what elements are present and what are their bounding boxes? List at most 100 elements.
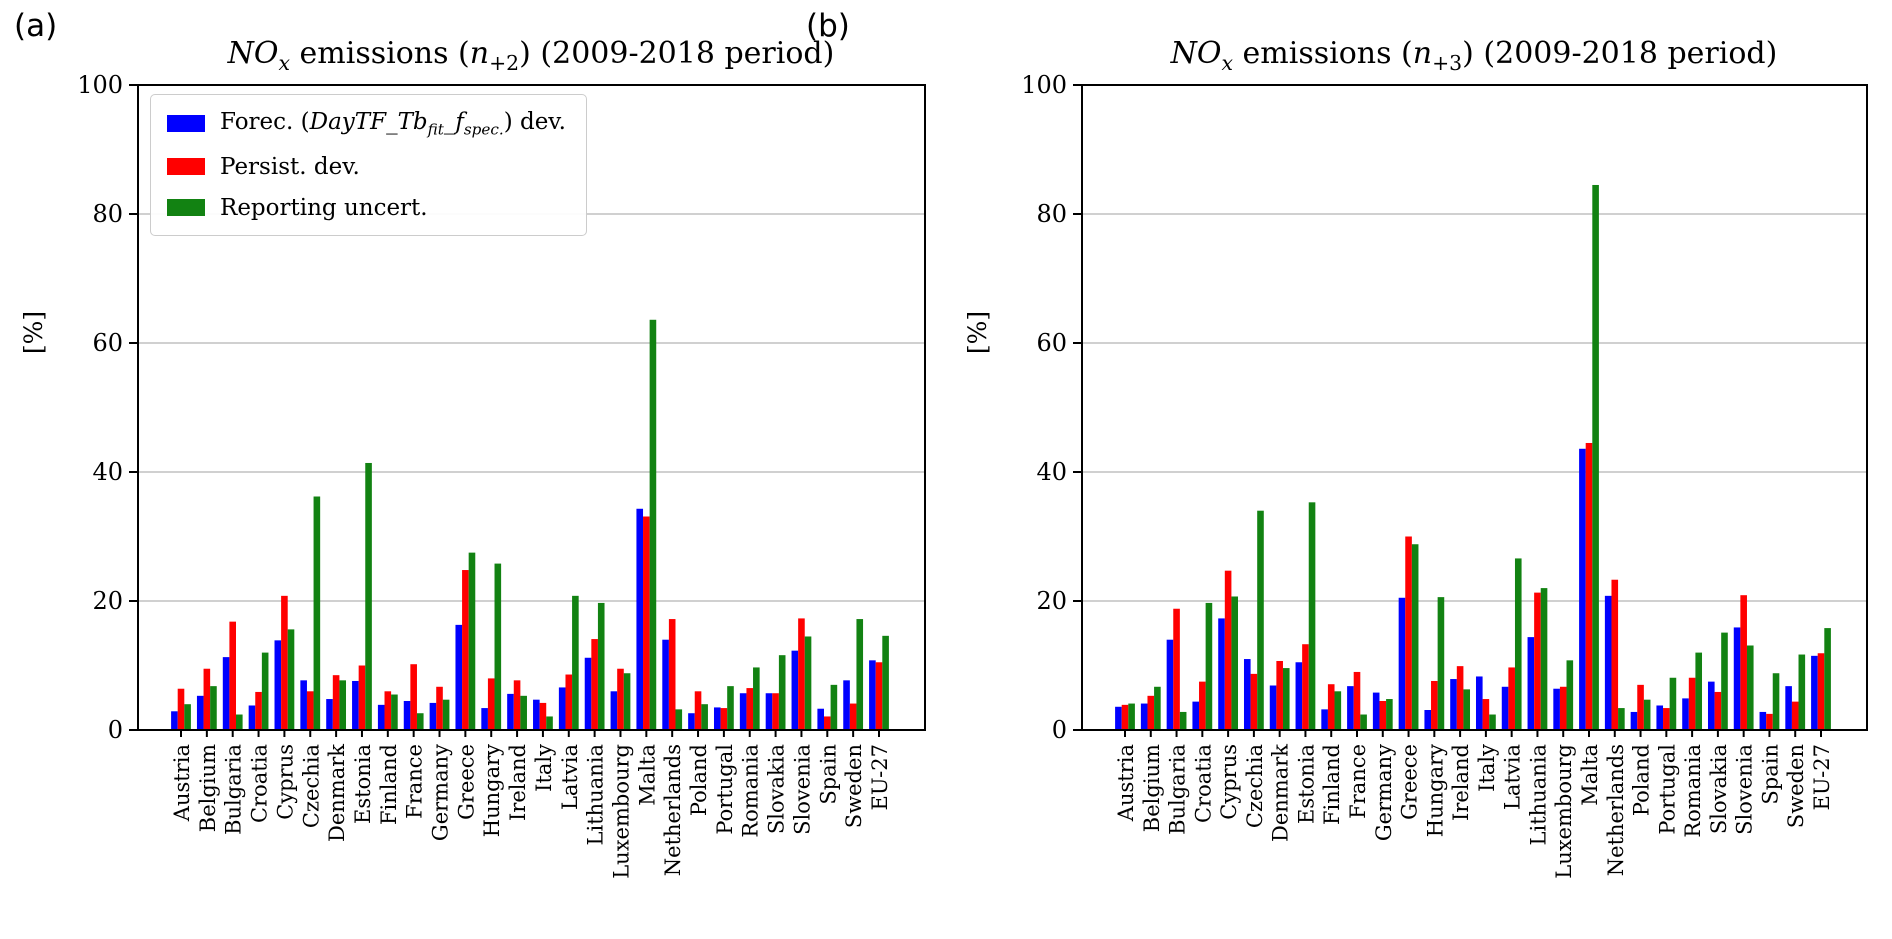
- bar-reporting-Portugal: [1669, 677, 1677, 730]
- bar-forecast-Latvia: [1501, 686, 1509, 730]
- bar-persistence-Malta: [643, 516, 650, 730]
- bar-forecast-France: [1347, 686, 1354, 730]
- panel-a-title: NOx emissions (n+2) (2009-2018 period): [227, 36, 835, 75]
- bar-forecast-Luxembourg: [610, 691, 618, 730]
- x-tick-label-Belgium: Belgium: [1140, 744, 1164, 832]
- reporting-swatch-icon: [167, 199, 205, 217]
- persistence-swatch-icon: [167, 158, 205, 176]
- bar-reporting-EU-27: [882, 635, 889, 730]
- y-tick-label: 80: [92, 200, 123, 228]
- bar-reporting-Estonia: [1308, 502, 1316, 730]
- bar-reporting-Sweden: [856, 619, 864, 730]
- panel-b-ylabel: [%]: [963, 310, 993, 355]
- x-tick-label-Ireland: Ireland: [1449, 744, 1473, 821]
- bar-forecast-EU-27: [869, 660, 876, 730]
- bar-forecast-Malta: [1579, 448, 1586, 730]
- bars-forecast: [1115, 448, 1818, 731]
- bar-reporting-Estonia: [365, 462, 372, 730]
- legend-label-reporting: Reporting uncert.: [220, 194, 428, 221]
- bar-persistence-Czechia: [306, 691, 314, 730]
- panel-b-title: NOx emissions (n+3) (2009-2018 period): [1170, 36, 1778, 75]
- legend-label-persistence: Persist. dev.: [220, 153, 360, 180]
- x-tick-label-Netherlands: Netherlands: [1604, 744, 1628, 876]
- bar-persistence-France: [1353, 671, 1361, 730]
- x-tick-label-Belgium: Belgium: [196, 744, 220, 832]
- bar-persistence-Hungary: [487, 678, 495, 730]
- x-tick-label-Cyprus: Cyprus: [273, 744, 297, 820]
- bar-persistence-Greece: [1405, 536, 1412, 730]
- bar-forecast-Croatia: [248, 705, 256, 730]
- bar-reporting-Croatia: [261, 652, 269, 730]
- chart-panel-b: 0 20 40 60 80 100 Austria Belgium Bulgaria Croati…: [1021, 71, 1868, 879]
- y-tick-label: 40: [1036, 458, 1067, 486]
- bar-forecast-Cyprus: [274, 640, 282, 730]
- bar-reporting-Malta: [649, 319, 657, 730]
- bar-persistence-Luxembourg: [617, 668, 624, 730]
- bar-forecast-Italy: [533, 699, 540, 730]
- bar-persistence-Sweden: [849, 703, 857, 730]
- x-axis-ticks: Austria Belgium Bulgaria Croatia Cyprus Czech…: [1114, 730, 1834, 879]
- bar-reporting-Hungary: [494, 563, 502, 730]
- bar-persistence-Lithuania: [1534, 592, 1541, 730]
- chart-panel-a: 0 20 40 60 80 100 Austria Belgium Bulgaria Croati…: [77, 71, 926, 879]
- bar-forecast-Romania: [739, 693, 747, 730]
- bar-reporting-Slovakia: [1721, 632, 1728, 730]
- bar-reporting-France: [1360, 714, 1367, 730]
- legend-item-persistence: Persist. dev.: [167, 154, 566, 180]
- bar-forecast-Romania: [1682, 698, 1689, 730]
- bar-reporting-Sweden: [1798, 654, 1806, 730]
- bar-forecast-Czechia: [300, 680, 307, 730]
- bar-persistence-Romania: [746, 688, 754, 730]
- bar-reporting-Cyprus: [1231, 596, 1239, 730]
- x-tick-label-Slovakia: Slovakia: [1707, 744, 1731, 834]
- x-tick-label-Malta: Malta: [1578, 744, 1602, 806]
- bar-persistence-Germany: [436, 686, 443, 730]
- y-axis-ticks: 0 20 40 60 80 100: [77, 71, 138, 744]
- bar-forecast-Lithuania: [1527, 637, 1535, 730]
- x-tick-label-Denmark: Denmark: [1269, 744, 1293, 842]
- x-tick-label-EU-27: EU-27: [868, 744, 892, 810]
- bar-persistence-Netherlands: [1611, 579, 1619, 730]
- bar-forecast-Slovenia: [791, 650, 799, 730]
- bar-forecast-Belgium: [196, 695, 204, 730]
- bar-reporting-Finland: [391, 694, 398, 730]
- bar-reporting-Bulgaria: [1179, 711, 1187, 730]
- bar-reporting-Denmark: [339, 680, 347, 730]
- x-tick-label-Austria: Austria: [1114, 744, 1138, 822]
- bar-persistence-Bulgaria: [229, 621, 236, 730]
- bar-reporting-Poland: [701, 704, 708, 730]
- bar-persistence-Malta: [1585, 442, 1593, 730]
- bar-persistence-Finland: [384, 691, 392, 730]
- x-tick-label-France: France: [1346, 744, 1370, 819]
- bar-forecast-Ireland: [1450, 679, 1457, 730]
- y-tick-label: 20: [1036, 587, 1067, 615]
- bar-reporting-Bulgaria: [236, 714, 243, 730]
- x-tick-label-EU-27: EU-27: [1810, 744, 1834, 810]
- bar-persistence-Slovenia: [1740, 595, 1747, 730]
- bar-forecast-EU-27: [1811, 655, 1818, 730]
- legend-item-reporting: Reporting uncert.: [167, 195, 566, 221]
- bars-persistence: [1121, 442, 1825, 731]
- x-tick-label-Slovakia: Slovakia: [765, 744, 789, 834]
- bar-persistence-Netherlands: [668, 619, 676, 730]
- x-tick-label-Greece: Greece: [1398, 744, 1422, 820]
- x-tick-label-Netherlands: Netherlands: [661, 744, 685, 876]
- bar-forecast-Poland: [1630, 711, 1638, 730]
- bar-reporting-Belgium: [210, 686, 217, 730]
- panel-a-ylabel: [%]: [19, 310, 49, 355]
- x-tick-label-Hungary: Hungary: [1423, 744, 1447, 837]
- forecast-swatch-icon: [167, 115, 205, 133]
- bar-forecast-Luxembourg: [1553, 688, 1560, 730]
- bar-reporting-Latvia: [1514, 558, 1522, 730]
- bar-persistence-Poland: [694, 691, 702, 730]
- x-tick-label-Sweden: Sweden: [842, 744, 866, 828]
- bar-reporting-Poland: [1643, 699, 1651, 730]
- bar-forecast-Slovakia: [765, 693, 773, 730]
- bar-persistence-Luxembourg: [1559, 686, 1567, 730]
- x-tick-label-Estonia: Estonia: [351, 744, 375, 824]
- bar-reporting-Spain: [830, 684, 838, 730]
- bar-persistence-Hungary: [1431, 680, 1438, 730]
- bar-forecast-Latvia: [558, 687, 566, 730]
- bar-reporting-Italy: [546, 716, 553, 730]
- bars-reporting: [184, 319, 889, 731]
